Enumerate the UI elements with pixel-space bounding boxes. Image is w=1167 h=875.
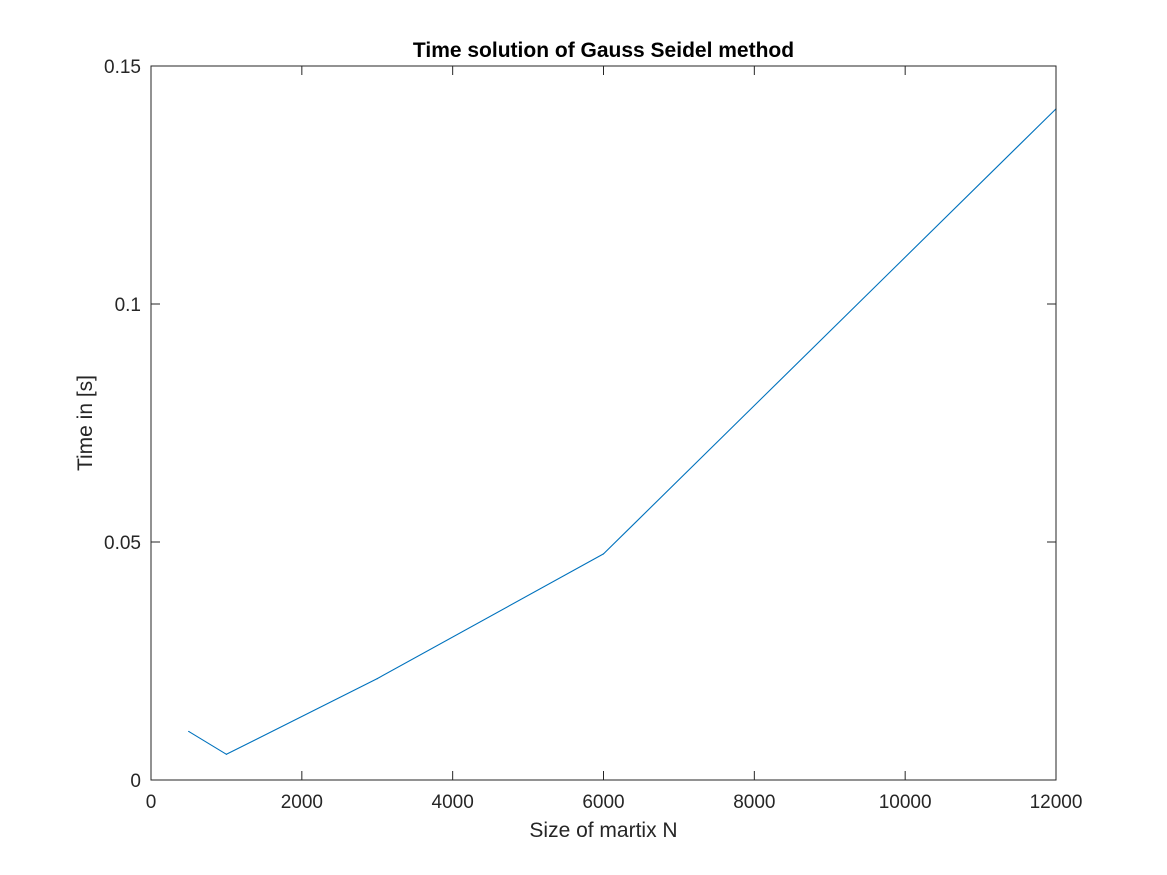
data-point xyxy=(376,678,378,680)
data-point xyxy=(188,730,190,733)
data-point xyxy=(602,553,605,555)
y-tick-label: 0.15 xyxy=(104,57,141,78)
y-axis-title: Time in [s] xyxy=(74,375,97,471)
ticks-layer: 0 2000 4000 6000 8000 10000 12000 0 0.05 0.1 0.15 xyxy=(104,57,1082,813)
x-tick-label: 8000 xyxy=(733,792,775,813)
x-tick-label: 2000 xyxy=(281,792,323,813)
plot-area xyxy=(151,66,1056,780)
data-point xyxy=(225,753,228,755)
x-tick-label: 10000 xyxy=(879,792,932,813)
chart-title: Time solution of Gauss Seidel method xyxy=(413,39,794,62)
x-axis-title: Size of martix N xyxy=(529,819,677,842)
y-tick-label: 0.05 xyxy=(104,533,141,554)
y-tick-label: 0.1 xyxy=(115,295,141,316)
x-tick-label: 6000 xyxy=(582,792,624,813)
y-tick-label: 0 xyxy=(130,771,141,792)
x-tick-label: 4000 xyxy=(432,792,474,813)
x-tick-label: 12000 xyxy=(1030,792,1083,813)
x-tick-label: 0 xyxy=(146,792,157,813)
